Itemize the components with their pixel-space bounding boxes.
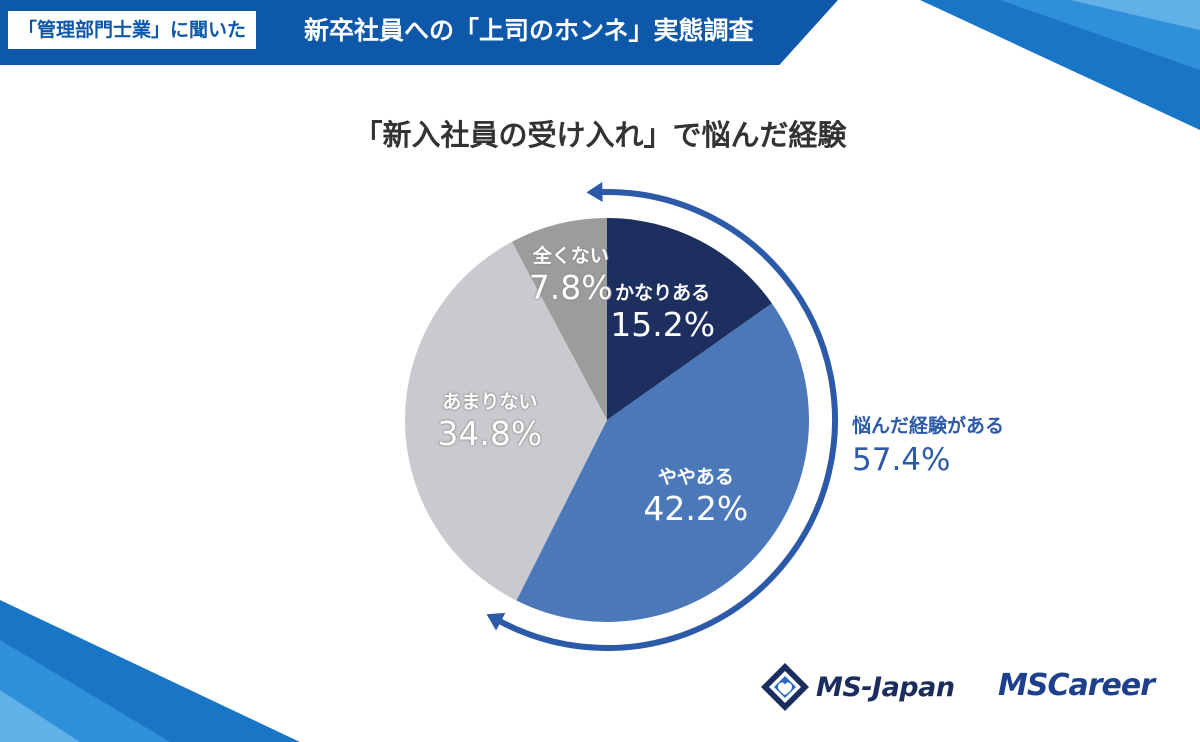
ms-career-logo: MSCareer [998,668,1155,703]
ms-japan-logo: MS-Japan [760,662,955,712]
slice-value: 34.8% [437,414,543,454]
slice-mattaku-nai [511,218,607,420]
slice-label-yaya-aru: ややある 42.2% [643,464,748,528]
slice-label-mattaku-nai: 全くない 7.8% [529,243,613,307]
arrow-head-bottom [486,612,506,631]
bracket-arc [486,182,838,651]
annotation-label: 悩んだ経験がある [852,415,1005,437]
slice-value: 15.2% [610,305,716,345]
pie-slices [404,218,809,622]
slice-label-kanari-aru: かなりある 15.2% [610,280,715,344]
slice-category: ややある [657,466,734,489]
annotation-nayanda-keiken: 悩んだ経験がある 57.4% [852,412,1004,480]
arrow-head-top [586,182,603,203]
slice-kanari-aru [607,218,772,420]
slice-value: 7.8% [528,267,613,307]
header-title: 新卒社員への「上司のホンネ」実態調査 [304,16,754,45]
slice-label-amari-nai: あまりない 34.8% [437,389,542,453]
annotation-value: 57.4% [852,442,951,478]
slice-amari-nai [404,241,607,601]
slice-value: 42.2% [643,489,749,529]
chart-title: 「新入社員の受け入れ」で悩んだ経験 [353,118,847,152]
header-tag: 「管理部門士業」に聞いた [8,11,257,49]
slice-yaya-aru [516,303,809,622]
slice-category: かなりある [615,282,711,305]
slice-category: あまりない [442,391,538,414]
ms-japan-wordmark: MS-Japan [816,671,955,703]
ms-japan-diamond-icon [761,663,809,711]
slice-category: 全くない [532,244,609,267]
